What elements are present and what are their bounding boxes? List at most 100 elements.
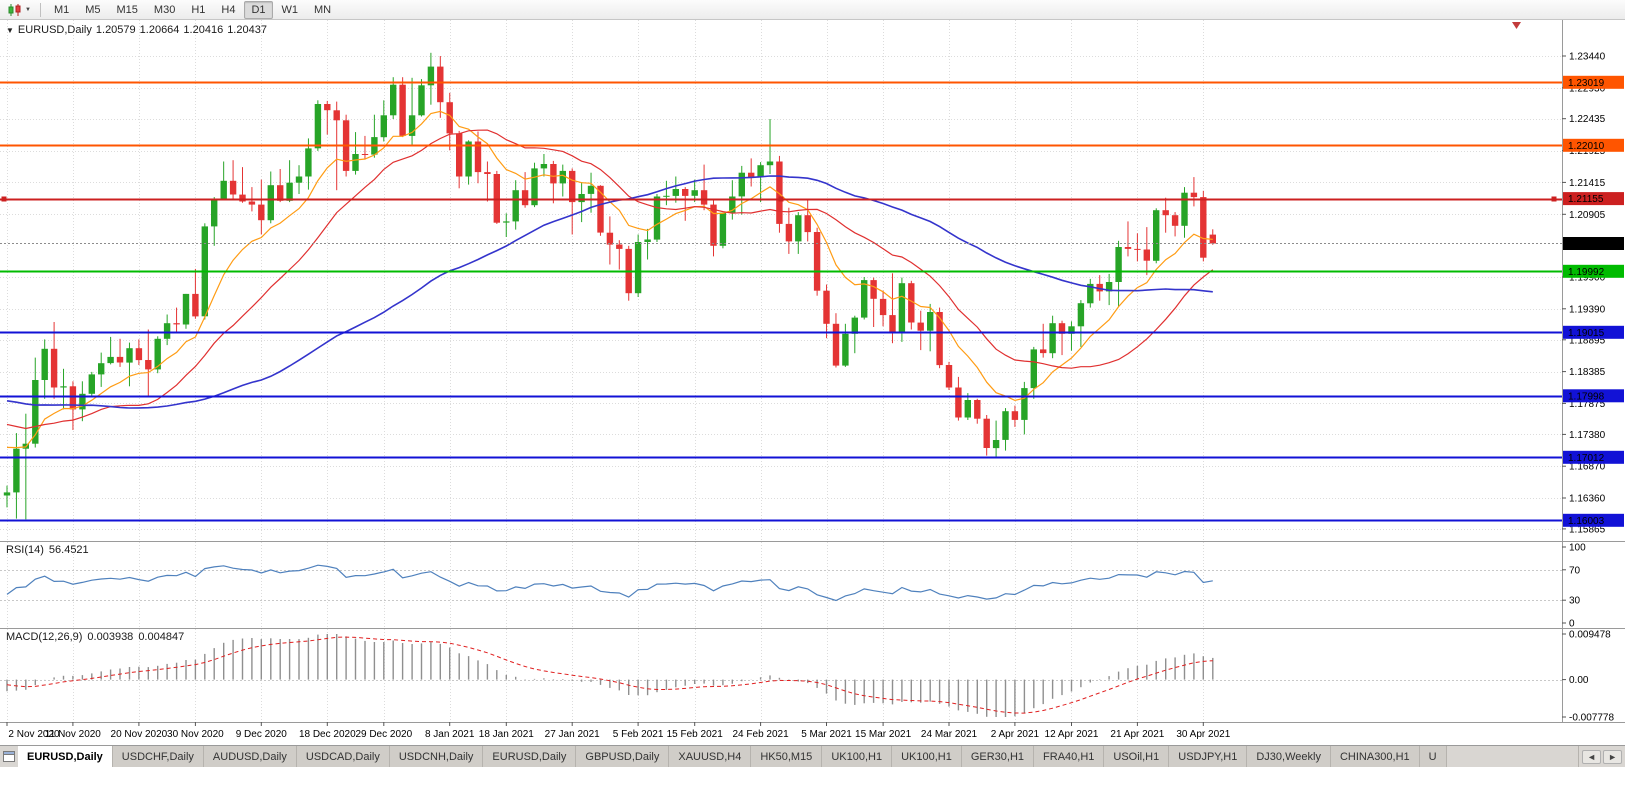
chart-tab-16-china300-h1[interactable]: CHINA300,H1 — [1330, 746, 1420, 767]
chart-tab-6-gbpusd-daily[interactable]: GBPUSD,Daily — [576, 746, 670, 767]
candle-body — [456, 133, 463, 177]
candle-body — [927, 312, 934, 331]
candle-body — [446, 102, 453, 134]
chart-tab-15-dj30-weekly[interactable]: DJ30,Weekly — [1247, 746, 1331, 767]
chart-tab-3-usdcad-daily[interactable]: USDCAD,Daily — [296, 746, 390, 767]
candle-body — [32, 380, 39, 444]
price-tick-label: 1.17380 — [1569, 430, 1606, 441]
chart-tab-13-usoil-h1[interactable]: USOil,H1 — [1104, 746, 1170, 767]
candle-body — [79, 393, 86, 410]
candle-body — [870, 280, 877, 299]
candle-body — [1087, 283, 1094, 304]
candle-body — [851, 317, 858, 334]
time-tick-label: 18 Jan 2021 — [479, 729, 534, 740]
timeframe-button-m30[interactable]: M30 — [153, 3, 176, 16]
candle-body — [889, 315, 896, 333]
time-tick-label: 2 Apr 2021 — [991, 729, 1040, 740]
chart-grid — [0, 20, 1562, 722]
hline-price-label-box — [1563, 513, 1624, 527]
candle-body — [521, 190, 529, 206]
candle-body — [757, 165, 764, 178]
timeframe-button-h1[interactable]: H1 — [191, 3, 206, 16]
candle-body — [239, 194, 246, 202]
price-chart-canvas[interactable]: 1.234401.229301.224351.219251.214151.209… — [0, 20, 1625, 745]
candle-body — [267, 185, 274, 221]
chart-tab-11-ger30-h1[interactable]: GER30,H1 — [961, 746, 1035, 767]
candle-body — [1153, 210, 1160, 261]
hline-price-label-box — [1563, 325, 1624, 339]
candle-body — [474, 141, 482, 173]
candlestick-chart-icon — [8, 3, 21, 16]
candle-body — [286, 182, 293, 201]
chart-tab-1-usdchf-daily[interactable]: USDCHF,Daily — [112, 746, 204, 767]
candle-body — [314, 104, 322, 149]
chart-background — [0, 20, 1625, 745]
chart-tab-4-usdcnh-daily[interactable]: USDCNH,Daily — [389, 746, 484, 767]
candle-body — [1134, 248, 1141, 250]
timeframe-button-m15[interactable]: M15 — [116, 3, 138, 16]
price-tick-label: 1.22435 — [1569, 114, 1606, 125]
candle-body — [277, 185, 284, 201]
candle-body — [663, 195, 670, 197]
chart-tab-14-usdjpy-h1[interactable]: USDJPY,H1 — [1169, 746, 1248, 767]
candle-body — [1105, 282, 1113, 292]
candle-body — [964, 400, 971, 418]
candle-body — [776, 161, 783, 224]
rsi-scale-label: 0 — [1569, 619, 1575, 630]
timeframe-button-w1[interactable]: W1 — [281, 3, 299, 16]
candle-body — [653, 196, 661, 240]
candle-body — [352, 154, 359, 171]
candle-body — [597, 185, 604, 233]
timeframe-button-h4[interactable]: H4 — [221, 3, 236, 16]
hline-price-label-box — [1563, 264, 1624, 278]
candle-body — [3, 492, 11, 496]
time-tick-label: 15 Feb 2021 — [667, 729, 724, 740]
price-tick-label: 1.15865 — [1569, 524, 1606, 535]
price-tick-label: 1.16870 — [1569, 462, 1606, 473]
bottom-filler — [0, 767, 1625, 796]
candle-body — [484, 172, 491, 174]
chart-tabs-strip: EURUSD,Daily USDCHF,Daily AUDUSD,Daily USDC… — [18, 746, 1578, 767]
rsi-line — [6, 564, 1213, 602]
chart-window-icon — [0, 746, 18, 767]
hline-price-label-text: 1.17012 — [1568, 453, 1605, 464]
candle-body — [173, 323, 180, 325]
candle-body — [1171, 215, 1179, 226]
candle-body — [154, 338, 161, 370]
price-tick-label: 1.17875 — [1569, 399, 1606, 410]
hline-handle[interactable] — [778, 196, 784, 202]
price-scale[interactable]: 1.234401.229301.224351.219251.214151.209… — [1562, 52, 1624, 724]
chart-tab-8-hk50-m15[interactable]: HK50,M15 — [751, 746, 823, 767]
chart-tab-17-u[interactable]: U — [1419, 746, 1447, 767]
hline-handle[interactable] — [1, 196, 7, 202]
timeframe-button-m1[interactable]: M1 — [53, 3, 70, 16]
chart-tab-9-uk100-h1[interactable]: UK100,H1 — [822, 746, 893, 767]
chart-tab-12-fra40-h1[interactable]: FRA40,H1 — [1034, 746, 1105, 767]
chart-tab-2-audusd-daily[interactable]: AUDUSD,Daily — [203, 746, 297, 767]
timeframe-button-mn[interactable]: MN — [314, 3, 332, 16]
timeframe-button-d1[interactable]: D1 — [244, 0, 273, 19]
time-tick-label: 21 Apr 2021 — [1110, 729, 1164, 740]
chart-area[interactable]: 1.234401.229301.224351.219251.214151.209… — [0, 20, 1625, 745]
candle-body — [390, 84, 397, 116]
chart-tab-10-uk100-h1[interactable]: UK100,H1 — [892, 746, 962, 767]
hline-price-label-text: 1.23019 — [1568, 78, 1605, 89]
price-tick-label: 1.19900 — [1569, 273, 1606, 284]
symbol-dropdown-icon[interactable]: ▼ — [6, 26, 14, 35]
hline-handle[interactable] — [1551, 196, 1557, 202]
tabs-scroll-left-button[interactable]: ◄ — [1582, 749, 1602, 764]
chart-shift-marker[interactable] — [1512, 22, 1521, 29]
timeframe-button-m5[interactable]: M5 — [85, 3, 101, 16]
chart-type-button[interactable]: ▼ — [3, 2, 35, 18]
rsi-scale-label: 30 — [1569, 596, 1581, 607]
candle-body — [945, 365, 953, 388]
candle-body — [418, 85, 425, 116]
candle-body — [324, 104, 331, 111]
chart-tab-5-eurusd-daily[interactable]: EURUSD,Daily — [483, 746, 577, 767]
candle-body — [531, 168, 538, 206]
tabs-scroll-right-button[interactable]: ► — [1603, 749, 1622, 764]
chart-tab-7-xauusd-h4[interactable]: XAUUSD,H4 — [669, 746, 752, 767]
chart-tab-0-eurusd-daily[interactable]: EURUSD,Daily — [18, 746, 113, 767]
toolbar-separator — [39, 2, 41, 17]
